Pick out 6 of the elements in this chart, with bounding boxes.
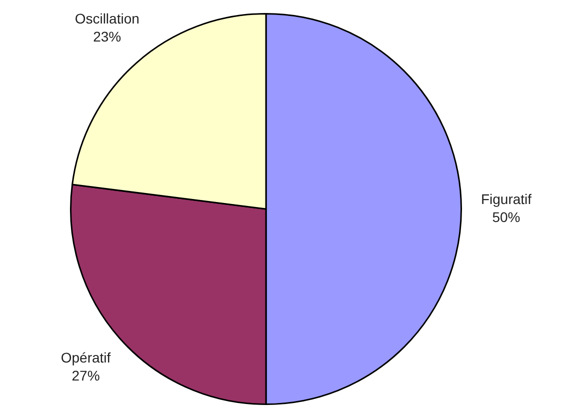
slice-label: Opératif <box>60 350 111 366</box>
slice-label: Oscillation <box>74 10 140 27</box>
slice-label: Figuratif <box>480 190 532 207</box>
data-label: 50% <box>492 208 520 225</box>
data-label: 23% <box>93 28 122 45</box>
data-label: 27% <box>72 368 100 384</box>
